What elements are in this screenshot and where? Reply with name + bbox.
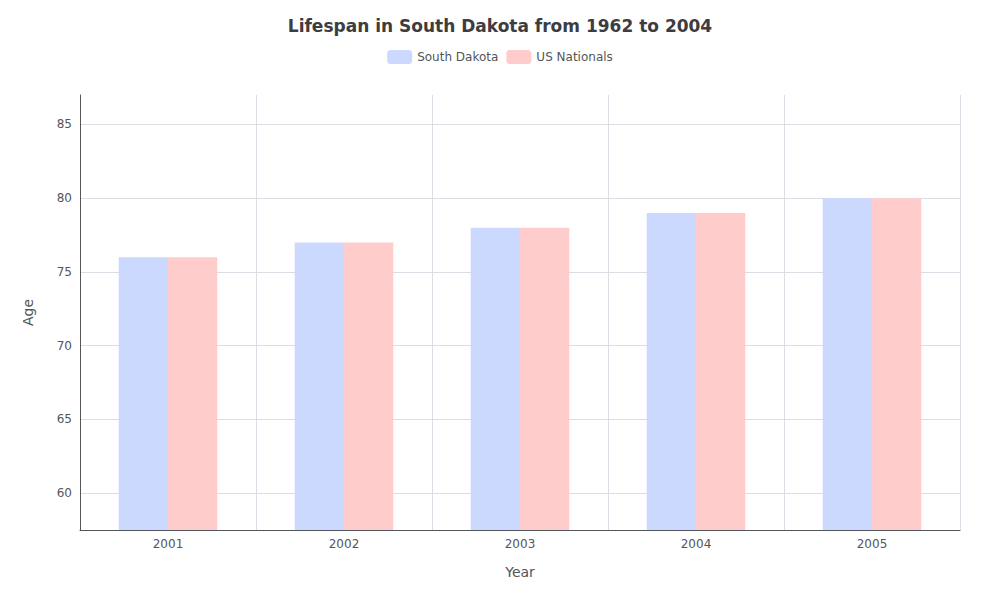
svg-text:US Nationals: US Nationals	[536, 50, 612, 64]
svg-text:Lifespan in South Dakota from: Lifespan in South Dakota from 1962 to 20…	[288, 16, 713, 36]
svg-text:65: 65	[57, 412, 72, 426]
svg-text:2003: 2003	[505, 537, 536, 551]
svg-text:2005: 2005	[857, 537, 888, 551]
svg-text:Year: Year	[504, 564, 535, 580]
svg-text:70: 70	[57, 339, 72, 353]
svg-text:Age: Age	[20, 299, 36, 326]
svg-text:2002: 2002	[329, 537, 360, 551]
svg-text:South Dakota: South Dakota	[417, 50, 498, 64]
svg-text:60: 60	[57, 486, 72, 500]
svg-text:2004: 2004	[681, 537, 712, 551]
svg-text:85: 85	[57, 117, 72, 131]
svg-text:80: 80	[57, 191, 72, 205]
svg-text:2001: 2001	[153, 537, 184, 551]
svg-text:75: 75	[57, 265, 72, 279]
